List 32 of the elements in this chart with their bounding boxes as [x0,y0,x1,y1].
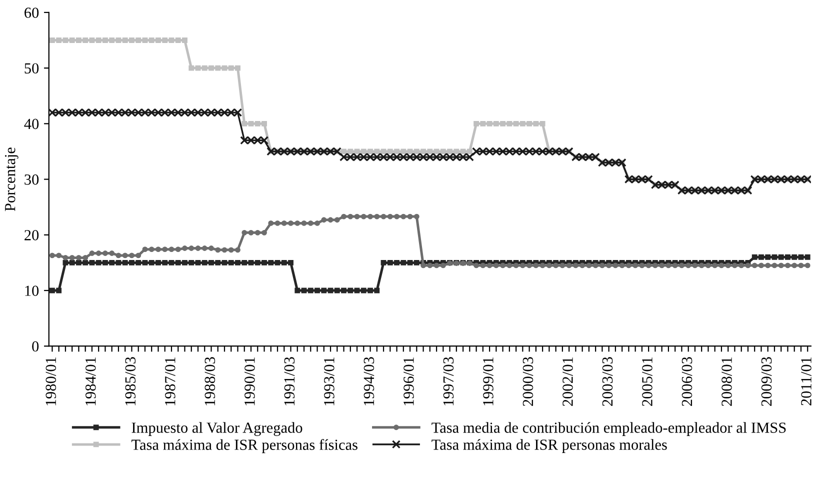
legend-label: Tasa máxima de ISR personas morales [432,439,667,453]
x-tick-label: 1987/01 [165,357,176,406]
x-tick-label: 2006/03 [682,357,692,406]
legend-label: Impuesto al Valor Agregado [132,422,302,436]
x-tick-label: 2005/01 [642,357,652,406]
x-tick-label: 1991/03 [284,357,295,406]
x-tick-label: 1994/03 [364,357,374,406]
y-tick-label: 50 [24,63,39,74]
x-tick-label: 1997/03 [443,357,454,406]
x-tick-label: 1985/03 [125,357,136,406]
x-tick-label: 1988/03 [204,357,216,406]
y-tick-label: 60 [24,8,39,18]
x-tick-label: 2008/01 [722,357,732,406]
x-tick-label: 1984/01 [85,357,96,406]
y-tick-label: 0 [32,341,39,352]
x-tick-label: 1993/01 [324,357,334,406]
legend-label: Tasa media de contribución empleado-empleador al IMSS [432,422,786,436]
x-tick-label: 2011/01 [801,357,812,406]
y-tick-label: 10 [25,286,39,296]
y-axis-title: Porcentaje [4,148,18,212]
x-tick-label: 2003/03 [602,357,613,406]
y-tick-label: 20 [24,230,39,240]
x-tick-label: 1990/01 [244,357,255,406]
x-tick-label: 2009/03 [761,357,772,406]
x-tick-label: 1999/01 [483,357,494,406]
x-tick-label: 1980/01 [46,357,56,406]
x-tick-label: 2000/03 [522,357,534,406]
legend-label: Tasa máxima de ISR personas físicas [132,439,358,454]
x-tick-label: 1996/01 [404,357,414,406]
y-tick-label: 40 [24,118,39,130]
y-tick-label: 30 [24,174,39,185]
x-tick-label: 2002/01 [562,357,573,406]
